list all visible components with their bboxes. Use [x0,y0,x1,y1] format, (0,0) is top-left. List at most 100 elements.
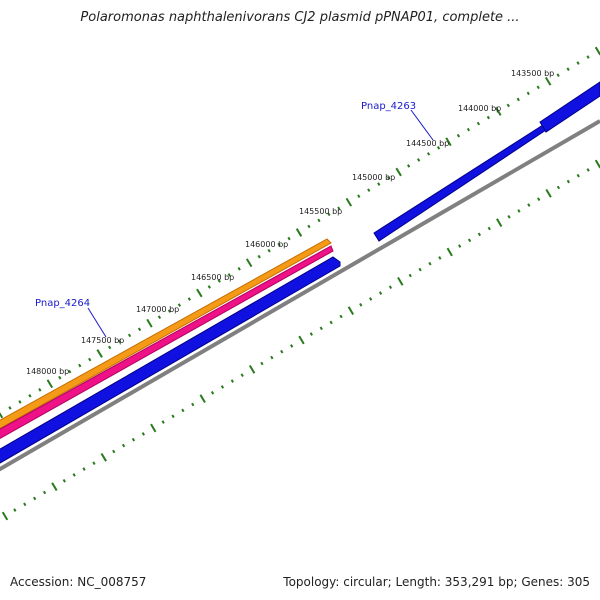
outer-tick-mark [506,103,510,108]
outer-tick-mark [526,91,530,96]
outer-tick-mark [196,288,203,298]
outer-tick-mark [486,115,490,120]
outer-tick-mark [8,406,12,410]
outer-tick-mark [426,152,431,156]
inner-tick-mark [220,385,225,389]
outer-tick-mark [137,327,142,332]
outer-tick-mark [556,73,560,77]
inner-tick-mark [586,168,590,172]
outer-tick-mark [337,206,341,211]
inner-tick-mark [408,273,412,278]
inner-tick-mark [82,467,86,471]
outer-tick-mark [207,285,211,289]
scale-label: 145000 bp [352,173,395,182]
gene-label-pnap-4263[interactable]: Pnap_4263 [361,101,416,112]
inner-tick-mark [537,197,541,202]
orange-feature-track[interactable] [0,238,332,430]
outer-tick-mark [245,258,253,268]
outer-tick-mark [544,76,552,86]
outer-tick-mark [96,349,103,358]
inner-tick-mark [260,361,264,366]
inner-tick-mark [428,261,432,266]
inner-tick-mark [576,173,580,178]
outer-tick-mark [127,333,132,338]
outer-tick-mark [68,369,72,374]
inner-tick-mark [339,314,343,319]
inner-tick-mark [171,414,175,419]
inner-tick-mark [121,443,126,448]
outer-tick-mark [436,146,441,150]
outer-tick-mark [108,345,112,350]
inner-tick-mark [100,452,107,462]
topology-summary: Topology: circular; Length: 353,291 bp; … [283,575,590,589]
outer-tick-mark [257,254,261,259]
outer-tick-mark [307,224,311,229]
gene-label-leader-pnap-4264 [87,307,107,338]
outer-tick-ring [0,46,600,419]
inner-tick-mark [112,449,116,454]
gene-label-leader-pnap-4263 [410,109,434,141]
inner-tick-mark [507,215,511,219]
outer-tick-mark [28,394,32,398]
inner-tick-mark [161,420,165,424]
gene-pnap-4263[interactable] [373,124,547,242]
magenta-feature-track[interactable] [0,245,334,440]
inner-tick-mark [240,373,244,378]
scale-label: 146000 bp [245,240,288,249]
scale-label: 144000 bp [458,104,501,113]
outer-tick-mark [58,375,62,380]
gene-pnap-4264[interactable] [0,256,341,464]
outer-tick-mark [377,182,381,186]
outer-tick-mark [46,379,54,389]
inner-tick-mark [397,276,404,286]
outer-tick-mark [416,158,421,162]
inner-tick-mark [545,188,552,198]
outer-tick-mark [267,248,271,253]
outer-tick-mark [516,97,520,102]
inner-tick-mark [556,185,561,190]
inner-tick-mark [594,159,600,169]
inner-tick-mark [359,302,363,307]
outer-tick-mark [345,197,353,207]
outer-tick-mark [536,85,540,90]
inner-tick-mark [290,344,294,348]
scale-label: 143500 bp [511,69,554,78]
outer-tick-mark [387,176,391,180]
outer-tick-mark [177,303,182,307]
outer-tick-mark [78,363,82,368]
outer-tick-mark [407,164,411,168]
accession-text: Accession: NC_008757 [10,575,147,589]
inner-tick-mark [298,335,305,345]
inner-tick-mark [141,432,145,436]
outer-tick-mark [277,242,281,247]
inner-tick-mark [270,355,274,360]
outer-tick-mark [217,279,221,283]
outer-tick-mark [317,218,321,223]
outer-tick-mark [327,212,331,217]
outer-tick-mark [566,67,570,71]
outer-tick-mark [295,228,303,237]
inner-tick-mark [329,320,333,325]
inner-tick-mark [62,478,66,483]
outer-tick-mark [167,309,172,313]
gene-upper-segment[interactable] [539,81,600,133]
outer-tick-mark [495,107,502,116]
outer-tick-mark [0,412,4,419]
outer-tick-mark [18,400,22,404]
outer-tick-mark [576,61,580,65]
inner-tick-mark [517,209,521,213]
scale-label: 146500 bp [191,273,234,282]
outer-tick-mark [146,318,153,328]
outer-tick-mark [367,188,371,192]
inner-tick-mark [42,490,47,495]
scale-label: 147500 bp [81,336,124,345]
inner-tick-mark [527,203,531,207]
inner-tick-mark [33,496,37,501]
gene-label-pnap-4264[interactable]: Pnap_4264 [35,298,90,309]
outer-tick-mark [117,339,122,344]
outer-tick-mark [357,194,361,199]
outer-tick-mark [586,55,590,59]
inner-tick-mark [248,364,256,374]
inner-tick-mark [13,508,17,512]
